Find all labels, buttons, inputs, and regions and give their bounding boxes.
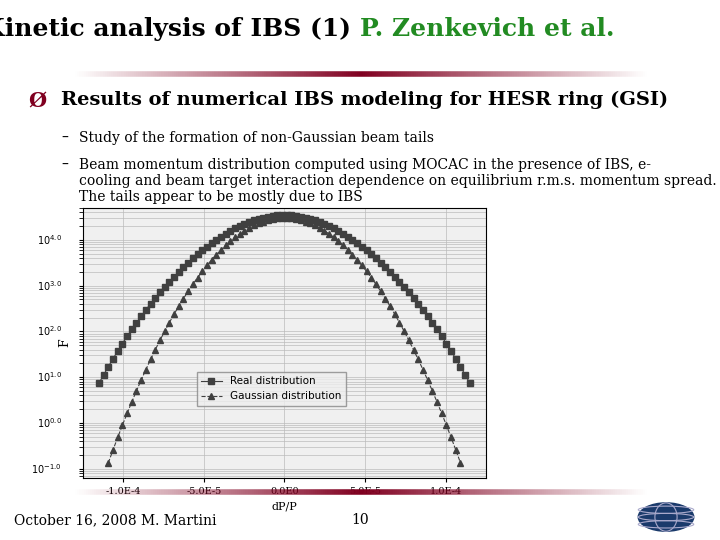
Real distribution (339, 231, 348, 237)
Text: –: – (61, 158, 68, 172)
X-axis label: dP/P: dP/P (271, 502, 297, 511)
Gaussian distribution (226, 238, 235, 245)
Gaussian distribution (292, 216, 300, 222)
Text: 10: 10 (351, 513, 369, 527)
Text: Study of the formation of non-Gaussian beam tails: Study of the formation of non-Gaussian b… (79, 131, 434, 145)
Real distribution (353, 240, 361, 246)
Line: Gaussian distribution: Gaussian distribution (106, 215, 463, 465)
Real distribution (259, 214, 268, 221)
Text: Ø: Ø (29, 91, 47, 111)
Text: Kinetic analysis of IBS (1): Kinetic analysis of IBS (1) (0, 17, 360, 41)
Y-axis label: F: F (58, 339, 71, 347)
Gaussian distribution (456, 460, 465, 466)
Line: Real distribution: Real distribution (96, 212, 472, 386)
Text: $10^{1.0}$: $10^{1.0}$ (37, 370, 62, 384)
Text: Beam momentum distribution computed using MOCAC in the presence of IBS, e-
cooli: Beam momentum distribution computed usin… (79, 158, 717, 205)
Text: $10^{2.0}$: $10^{2.0}$ (37, 325, 62, 339)
Real distribution (320, 220, 328, 227)
Gaussian distribution (278, 215, 287, 221)
Text: P. Zenkevich et al.: P. Zenkevich et al. (360, 17, 614, 41)
Text: $10^{-1.0}$: $10^{-1.0}$ (31, 462, 62, 476)
Gaussian distribution (137, 377, 145, 383)
Text: $10^{0.0}$: $10^{0.0}$ (37, 416, 62, 430)
Gaussian distribution (334, 238, 343, 245)
Legend: Real distribution, Gaussian distribution: Real distribution, Gaussian distribution (197, 372, 346, 406)
Text: Results of numerical IBS modeling for HESR ring (GSI): Results of numerical IBS modeling for HE… (61, 91, 668, 109)
Text: –: – (61, 131, 68, 145)
Real distribution (466, 380, 474, 387)
Real distribution (94, 380, 103, 387)
Gaussian distribution (104, 460, 112, 466)
Text: October 16, 2008 M. Martini: October 16, 2008 M. Martini (14, 513, 217, 527)
Gaussian distribution (390, 311, 399, 318)
Real distribution (428, 320, 436, 326)
Text: $10^{4.0}$: $10^{4.0}$ (37, 233, 62, 247)
Ellipse shape (638, 503, 694, 531)
Gaussian distribution (343, 247, 352, 253)
Text: $10^{3.0}$: $10^{3.0}$ (37, 279, 62, 293)
Real distribution (325, 222, 333, 229)
Real distribution (278, 212, 287, 218)
